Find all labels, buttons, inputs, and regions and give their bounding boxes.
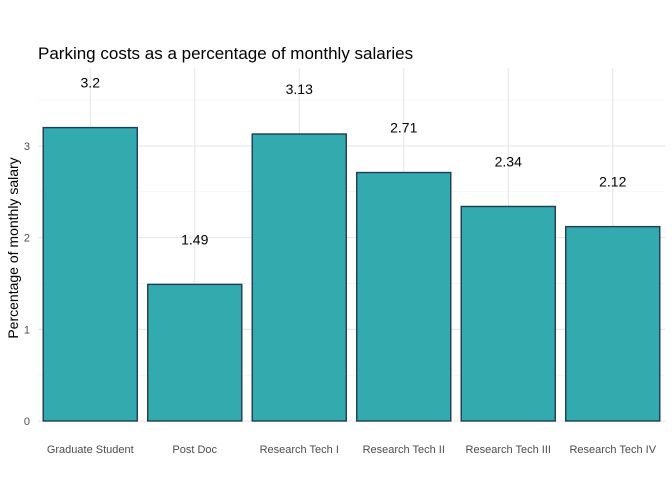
data-label: 1.49 xyxy=(181,231,208,247)
data-label: 2.34 xyxy=(495,153,522,169)
data-labels: 3.2 1.49 3.13 2.71 2.34 2.12 xyxy=(81,75,627,248)
x-tick-label: Research Tech II xyxy=(363,444,445,456)
y-tick-label: 0 xyxy=(24,416,30,428)
y-tick-label: 1 xyxy=(24,324,30,336)
bar xyxy=(42,126,138,422)
y-axis-label: Percentage of monthly salary xyxy=(5,157,21,338)
x-tick-label: Graduate Student xyxy=(47,444,134,456)
x-tick-labels: Graduate Student Post Doc Research Tech I R… xyxy=(47,444,657,456)
bar xyxy=(147,283,243,422)
bar xyxy=(356,171,452,422)
x-tick-label: Research Tech I xyxy=(260,444,339,456)
data-label: 2.12 xyxy=(599,174,626,190)
chart-title: Parking costs as a percentage of monthly… xyxy=(38,44,413,63)
data-label: 2.71 xyxy=(390,120,417,136)
x-tick-label: Research Tech IV xyxy=(569,444,656,456)
bar xyxy=(565,225,661,422)
y-tick-label: 3 xyxy=(24,141,30,153)
data-label: 3.2 xyxy=(81,75,101,91)
y-tick-labels: 0 1 2 3 xyxy=(24,141,30,428)
bars xyxy=(42,126,661,422)
bar xyxy=(460,205,556,422)
bar xyxy=(251,133,347,422)
x-tick-label: Post Doc xyxy=(172,444,217,456)
y-tick-label: 2 xyxy=(24,233,30,245)
x-tick-label: Research Tech III xyxy=(466,444,551,456)
data-label: 3.13 xyxy=(286,81,313,97)
